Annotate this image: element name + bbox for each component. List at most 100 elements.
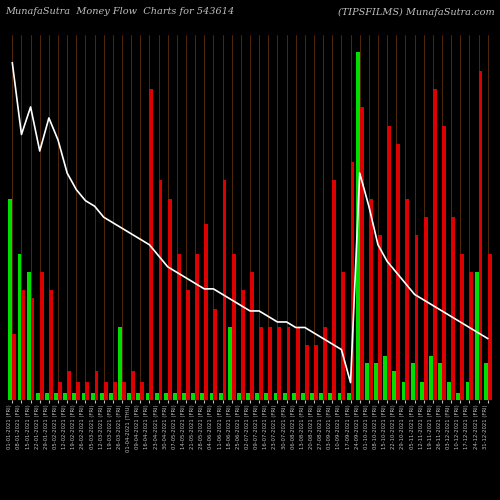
Text: (TIPSFILMS) MunafaSutra.com: (TIPSFILMS) MunafaSutra.com [338,8,495,16]
Bar [22,290,26,400]
Bar [460,254,464,400]
Bar [192,392,195,400]
Bar [374,364,378,400]
Bar [259,327,263,400]
Bar [200,392,204,400]
Bar [154,392,158,400]
Bar [369,198,372,400]
Bar [158,180,162,400]
Bar [314,345,318,400]
Bar [140,382,144,400]
Bar [18,254,21,400]
Bar [448,382,451,400]
Bar [218,392,222,400]
Bar [118,327,122,400]
Bar [438,364,442,400]
Bar [222,180,226,400]
Bar [164,392,168,400]
Bar [104,382,108,400]
Bar [320,392,323,400]
Bar [195,254,199,400]
Bar [406,198,409,400]
Bar [466,382,469,400]
Bar [40,272,44,400]
Bar [310,392,314,400]
Bar [128,392,131,400]
Bar [478,70,482,400]
Bar [113,382,116,400]
Bar [237,392,241,400]
Bar [451,217,455,400]
Bar [392,370,396,400]
Bar [36,392,40,400]
Bar [414,236,418,400]
Bar [150,89,154,400]
Bar [456,392,460,400]
Bar [474,272,478,400]
Bar [332,180,336,400]
Bar [384,356,387,400]
Bar [264,392,268,400]
Bar [136,392,140,400]
Bar [109,392,113,400]
Bar [122,382,126,400]
Bar [470,272,473,400]
Bar [323,327,327,400]
Bar [58,382,62,400]
Bar [76,382,80,400]
Bar [168,198,172,400]
Bar [12,334,16,400]
Bar [246,392,250,400]
Bar [360,108,364,400]
Bar [278,327,281,400]
Bar [342,272,345,400]
Bar [268,327,272,400]
Bar [186,290,190,400]
Bar [346,392,350,400]
Bar [27,272,30,400]
Bar [232,254,235,400]
Bar [402,382,406,400]
Bar [433,89,436,400]
Bar [100,392,103,400]
Bar [365,364,369,400]
Bar [45,392,49,400]
Bar [286,327,290,400]
Bar [54,392,58,400]
Bar [64,392,67,400]
Bar [301,392,305,400]
Bar [173,392,177,400]
Bar [350,162,354,400]
Bar [214,308,218,400]
Bar [338,392,342,400]
Bar [241,290,244,400]
Bar [86,382,89,400]
Bar [210,392,214,400]
Bar [424,217,428,400]
Bar [442,126,446,400]
Bar [488,254,492,400]
Bar [410,364,414,400]
Bar [282,392,286,400]
Bar [250,272,254,400]
Bar [296,327,300,400]
Bar [146,392,150,400]
Bar [274,392,278,400]
Bar [204,224,208,400]
Bar [484,364,488,400]
Bar [396,144,400,400]
Bar [131,370,135,400]
Bar [82,392,86,400]
Bar [378,236,382,400]
Bar [420,382,424,400]
Bar [30,298,34,400]
Bar [387,126,391,400]
Bar [67,370,71,400]
Bar [429,356,433,400]
Bar [182,392,186,400]
Bar [49,290,52,400]
Bar [8,198,12,400]
Bar [292,392,296,400]
Text: MunafaSutra  Money Flow  Charts for 543614: MunafaSutra Money Flow Charts for 543614 [5,8,234,16]
Bar [328,392,332,400]
